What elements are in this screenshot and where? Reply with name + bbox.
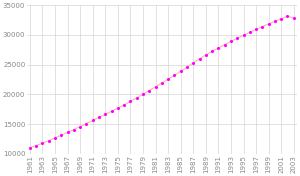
- Point: [90, 119, 95, 122]
- Point: [153, 85, 158, 88]
- Point: [140, 93, 145, 96]
- Point: [34, 144, 38, 147]
- Point: [59, 134, 64, 137]
- Point: [184, 66, 189, 69]
- Point: [254, 28, 259, 31]
- Point: [134, 96, 139, 99]
- Point: [222, 43, 227, 46]
- Point: [159, 82, 164, 84]
- Point: [291, 17, 296, 20]
- Point: [216, 46, 221, 49]
- Point: [197, 57, 202, 60]
- Point: [27, 146, 32, 149]
- Point: [272, 20, 277, 23]
- Point: [178, 70, 183, 73]
- Point: [266, 23, 271, 25]
- Point: [166, 78, 170, 81]
- Point: [65, 131, 70, 134]
- Point: [103, 113, 108, 116]
- Point: [84, 122, 89, 125]
- Point: [235, 37, 240, 40]
- Point: [172, 74, 177, 77]
- Point: [229, 40, 233, 43]
- Point: [147, 89, 152, 92]
- Point: [285, 15, 290, 17]
- Point: [122, 103, 127, 106]
- Point: [97, 116, 101, 119]
- Point: [191, 61, 196, 64]
- Point: [248, 31, 252, 34]
- Point: [241, 34, 246, 37]
- Point: [116, 107, 120, 109]
- Point: [52, 137, 57, 139]
- Point: [203, 54, 208, 56]
- Point: [40, 142, 45, 145]
- Point: [46, 139, 51, 142]
- Point: [279, 17, 283, 20]
- Point: [260, 25, 265, 28]
- Point: [128, 100, 133, 103]
- Point: [71, 128, 76, 131]
- Point: [78, 125, 82, 128]
- Point: [109, 110, 114, 113]
- Point: [210, 50, 214, 53]
